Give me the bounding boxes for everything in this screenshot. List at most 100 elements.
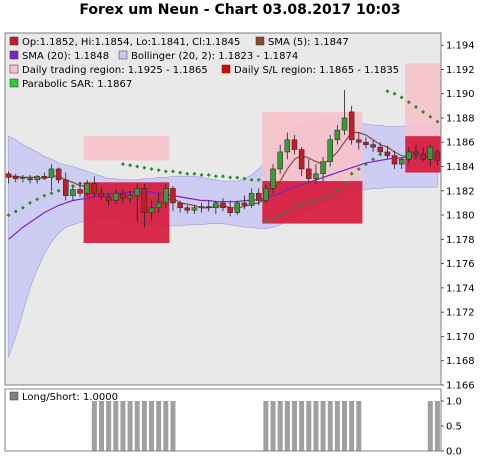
candle: [284, 132, 291, 160]
y-tick-label: 1.174: [446, 283, 475, 294]
sar-point: [249, 177, 254, 182]
sar-point: [20, 205, 25, 210]
candle-body: [184, 207, 191, 211]
candle-body: [77, 189, 83, 194]
legend-swatch-daily-region: [9, 64, 19, 74]
long-short-bar: [270, 401, 276, 451]
candle: [320, 156, 326, 182]
candle-body: [220, 202, 226, 209]
sar-point: [421, 109, 426, 114]
candle-body: [12, 175, 19, 179]
candle-body: [105, 196, 112, 201]
candle: [291, 134, 298, 155]
candle: [12, 173, 19, 183]
ls-tick-label: 1.0: [446, 397, 462, 408]
candle: [270, 164, 276, 194]
legend-ohlc: Op:1.1852, Hi:1.1854, Lo:1.1841, Cl:1.18…: [22, 37, 240, 48]
long-short-bar: [156, 401, 162, 451]
sar-point: [278, 213, 283, 218]
candle-body: [420, 154, 426, 160]
ls-tick-label: 0.5: [446, 422, 462, 433]
candle-body: [48, 168, 55, 178]
y-tick-label: 1.182: [446, 186, 475, 197]
sar-point: [163, 169, 168, 174]
candle: [134, 183, 140, 222]
candle: [277, 144, 283, 174]
y-axis: 1.194 1.192 1.190 1.188 1.186 1.184 1.182 1.180…: [441, 41, 475, 392]
candle: [177, 200, 183, 213]
candle: [98, 187, 105, 201]
candle-body: [255, 192, 262, 201]
candle-body: [434, 151, 441, 161]
sar-point: [285, 209, 290, 214]
candle-body: [263, 188, 269, 201]
candle-body: [427, 146, 434, 160]
candle-body: [5, 173, 12, 178]
long-short-bar: [98, 401, 104, 451]
candle: [327, 134, 333, 167]
candle: [356, 132, 362, 150]
candle-body: [141, 188, 148, 213]
sar-point: [313, 198, 318, 203]
long-short-bar: [170, 401, 176, 451]
candle: [205, 200, 212, 212]
y-tick-label: 1.178: [446, 235, 475, 246]
legend-sar: Parabolic SAR: 1.1867: [22, 79, 132, 90]
sar-point: [142, 165, 147, 170]
candle-body: [155, 202, 162, 209]
sar-point: [385, 89, 390, 94]
sar-point: [213, 174, 218, 179]
parabolic-sar-group: [6, 89, 440, 224]
candle: [70, 185, 76, 201]
candle-body: [213, 202, 219, 209]
candle: [391, 150, 398, 169]
y-tick-label: 1.180: [446, 211, 475, 222]
candle: [334, 125, 341, 145]
candle: [27, 175, 33, 184]
long-short-bar: [306, 401, 312, 451]
candle: [348, 105, 355, 145]
legend-daily-region: Daily trading region: 1.1925 - 1.1865: [22, 65, 208, 76]
long-short-bar: [120, 401, 126, 451]
sar-point: [56, 188, 61, 193]
sar-point: [35, 197, 40, 202]
candle-body: [84, 183, 90, 194]
y-tick-label: 1.184: [446, 162, 475, 173]
candle: [227, 200, 233, 217]
candle-body: [334, 129, 341, 141]
sar-point: [328, 193, 333, 198]
candle-body: [227, 207, 233, 213]
sar-point: [406, 100, 411, 105]
candle-body: [41, 175, 48, 178]
legend-swatch-bollinger: [118, 50, 128, 60]
candle-body: [406, 151, 412, 160]
long-short-bar: [113, 401, 119, 451]
candle-body: [348, 111, 355, 141]
candle: [198, 202, 205, 213]
y-tick-label: 1.172: [446, 308, 475, 319]
long-short-bar: [334, 401, 340, 451]
daily-trading-region-1: [83, 136, 170, 161]
candle: [84, 179, 90, 196]
candle-body: [191, 207, 198, 211]
candle: [63, 172, 69, 201]
sar-point: [42, 193, 47, 198]
sar-point: [242, 176, 247, 181]
plot-area-border: [4, 32, 442, 386]
chart-title: Forex um Neun - Chart 03.08.2017 10:03: [79, 2, 401, 18]
legend-swatch-sma5: [255, 36, 265, 46]
candle: [398, 156, 405, 169]
long-short-bar: [134, 401, 140, 451]
long-short-legend-swatch: [9, 391, 19, 401]
sar-point: [321, 196, 326, 201]
long-short-bar: [356, 401, 362, 451]
candle-body: [127, 195, 133, 199]
candle: [434, 149, 441, 166]
sar-point: [206, 173, 211, 178]
sar-point: [356, 166, 361, 171]
candle: [241, 195, 248, 209]
candle: [406, 147, 412, 163]
sar-point: [371, 157, 376, 162]
long-short-bar: [320, 401, 326, 451]
sar-point: [399, 95, 404, 100]
